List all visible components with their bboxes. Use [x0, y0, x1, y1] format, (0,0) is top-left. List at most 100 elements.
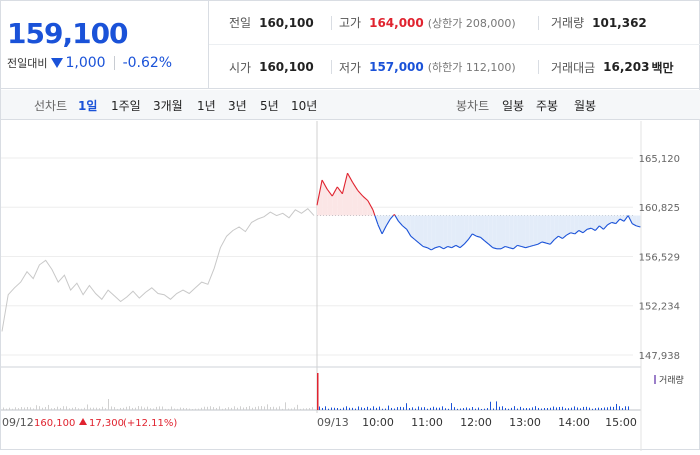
- series-line-down: [517, 244, 522, 248]
- volume-bar: [60, 407, 61, 410]
- volume-bar: [565, 408, 566, 410]
- volume-bar: [448, 408, 449, 410]
- volume-bar: [457, 408, 458, 410]
- series-line-down: [488, 243, 494, 249]
- volume-bar: [168, 408, 169, 410]
- volume-bar: [225, 408, 226, 410]
- stat-label: 시가: [229, 60, 252, 75]
- volume-bar: [559, 406, 560, 410]
- tab-1w[interactable]: 1주일: [111, 98, 141, 113]
- series-line-down: [529, 244, 534, 248]
- volume-bar: [580, 408, 581, 410]
- price-box: 159,100 전일대비 1,000 -0.62%: [1, 1, 209, 89]
- stat-label: 고가: [339, 16, 362, 30]
- area-fill-segment: [447, 215, 452, 248]
- volume-bar: [72, 407, 73, 410]
- volume-bar: [373, 406, 374, 410]
- tab-1d[interactable]: 1일: [78, 98, 98, 113]
- area-fill-segment: [367, 200, 373, 216]
- series-line-down: [472, 233, 477, 237]
- volume-bar: [102, 406, 103, 410]
- series-line-down: [562, 234, 567, 239]
- volume-bar: [51, 408, 52, 410]
- area-fill-segment: [362, 196, 368, 216]
- volume-bar: [547, 408, 548, 410]
- area-fill-segment: [501, 215, 506, 249]
- volume-bar: [604, 407, 605, 410]
- volume-bar: [216, 407, 217, 410]
- volume-bar: [39, 406, 40, 410]
- tab-monthly-candle[interactable]: 월봉: [574, 98, 597, 113]
- volume-bar: [309, 408, 310, 410]
- volume-bar: [300, 408, 301, 410]
- volume-bar: [30, 407, 31, 410]
- volume-bar: [165, 408, 166, 410]
- area-fill-segment: [439, 215, 444, 249]
- area-fill-segment: [382, 215, 387, 234]
- series-line-down: [603, 224, 609, 230]
- series-line-up: [347, 172, 354, 183]
- area-fill-segment: [476, 215, 481, 238]
- series-line-down: [607, 221, 612, 226]
- series-line-down: [545, 242, 551, 245]
- price-change: 전일대비 1,000 -0.62%: [7, 55, 172, 71]
- volume-bar: [523, 408, 524, 410]
- current-price: 159,100: [7, 17, 129, 50]
- series-line-down: [414, 239, 420, 244]
- volume-bar: [84, 407, 85, 410]
- area-fill-segment: [398, 215, 403, 226]
- volume-bar: [502, 406, 503, 410]
- divider: [331, 60, 332, 74]
- area-fill-segment: [529, 215, 534, 247]
- series-line-down: [549, 239, 555, 245]
- tab-daily-candle[interactable]: 일봉: [502, 98, 525, 113]
- tab-3m-wrap: 3개월: [153, 90, 183, 120]
- stat-open: 시가 160,100: [229, 45, 314, 89]
- area-fill-segment: [357, 190, 363, 216]
- quote-stats: 전일 160,100 고가 164,000 (상한가 208,000) 거래량 …: [209, 1, 700, 89]
- volume-bar: [358, 406, 359, 410]
- area-fill-segment: [443, 215, 448, 249]
- volume-bar: [27, 406, 28, 410]
- area-fill-segment: [583, 215, 588, 233]
- volume-bar: [334, 407, 335, 410]
- volume-bar: [487, 408, 488, 410]
- x-tick-label: 12:00: [460, 416, 492, 429]
- volume-bar: [535, 406, 536, 410]
- area-fill-segment: [562, 215, 567, 239]
- volume-bar: [183, 407, 184, 410]
- area-fill-segment: [460, 215, 465, 248]
- volume-bar: [234, 406, 235, 410]
- volume-bar: [514, 406, 515, 410]
- volume-bar: [99, 408, 100, 410]
- volume-bar: [379, 406, 380, 410]
- volume-bar: [394, 408, 395, 410]
- volume-bar: [397, 407, 398, 410]
- volume-bar: [78, 408, 79, 410]
- stats-row-2: 시가 160,100 저가 157,000 (하한가 112,100) 거래대금…: [209, 45, 700, 89]
- series-line-down: [623, 215, 629, 222]
- tab-weekly-candle[interactable]: 주봉: [536, 98, 559, 113]
- series-line-down: [594, 225, 600, 231]
- volume-bar: [93, 407, 94, 410]
- volume-bar: [382, 408, 383, 410]
- tab-10y[interactable]: 10년: [291, 98, 318, 113]
- series-line-down: [455, 244, 461, 249]
- series-line-down: [484, 240, 490, 245]
- volume-bar: [204, 406, 205, 410]
- tab-1y[interactable]: 1년: [197, 98, 216, 113]
- series-line-down: [570, 232, 575, 235]
- tab-5y[interactable]: 5년: [260, 98, 279, 113]
- series-line-down: [504, 245, 510, 249]
- area-fill-segment: [521, 215, 526, 248]
- tab-3y[interactable]: 3년: [228, 98, 247, 113]
- series-line-down: [521, 245, 526, 249]
- area-fill-segment: [611, 215, 616, 224]
- volume-bar: [511, 407, 512, 410]
- tab-3m[interactable]: 3개월: [153, 98, 183, 113]
- series-line-up: [393, 214, 396, 216]
- volume-bar: [595, 408, 596, 410]
- volume-bar: [317, 373, 319, 410]
- series-line-up: [341, 173, 349, 194]
- area-fill-segment: [513, 215, 518, 249]
